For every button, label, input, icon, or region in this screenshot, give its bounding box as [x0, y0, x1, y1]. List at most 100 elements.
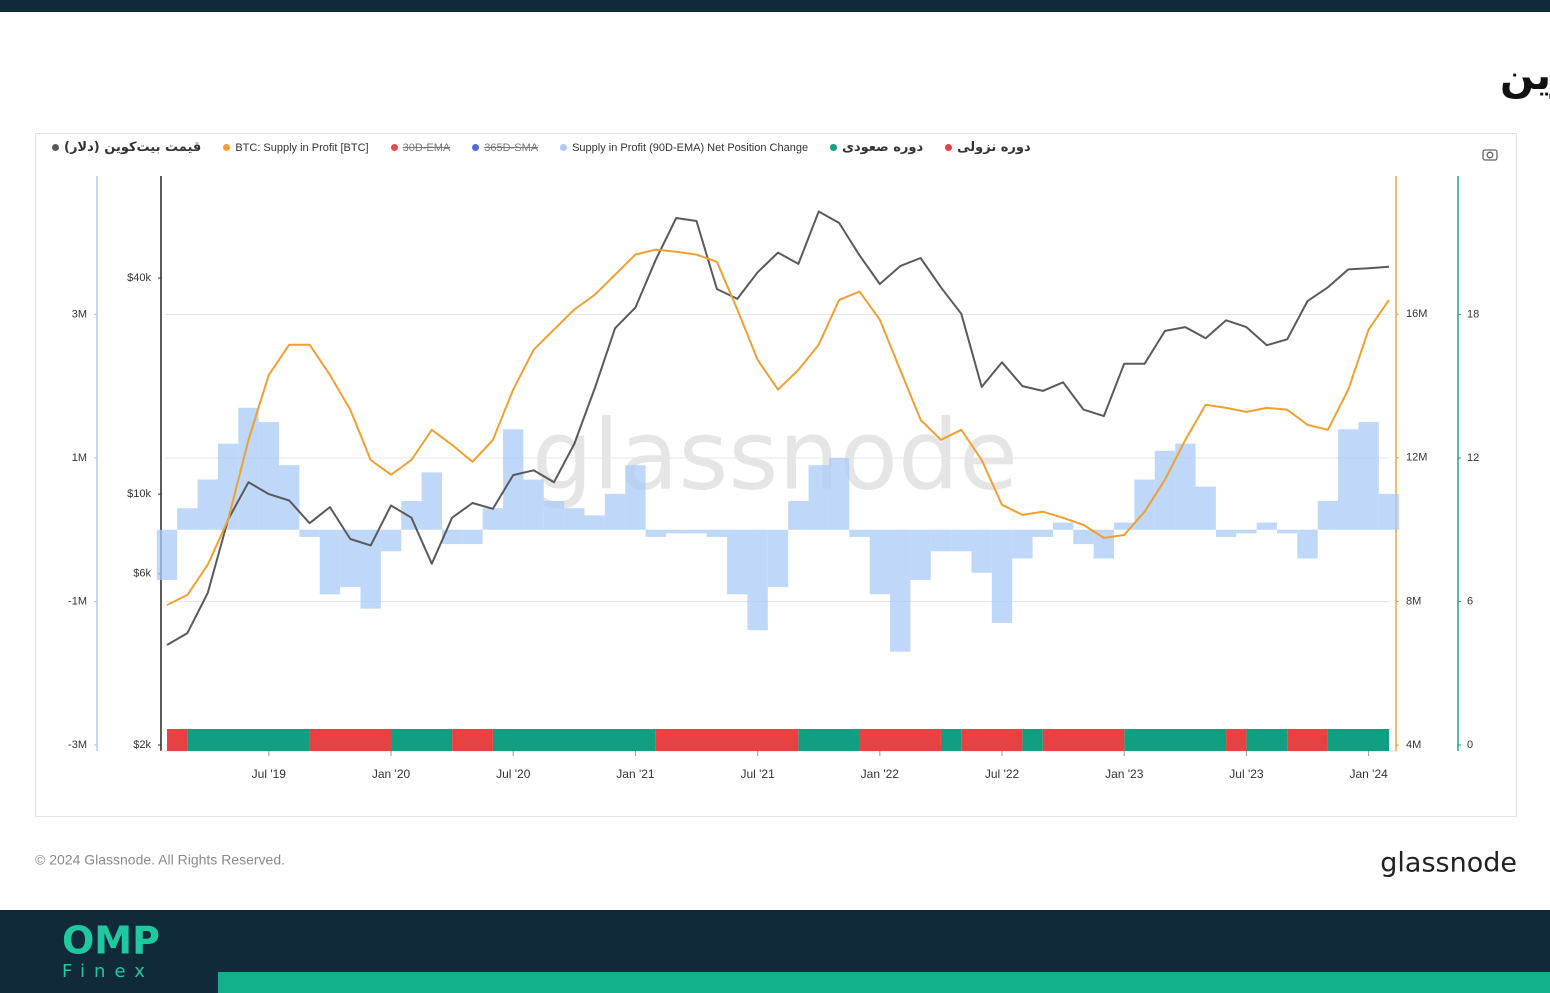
regime-segment [1042, 729, 1125, 751]
bar [686, 529, 707, 534]
x-tick-label: Jan '23 [1105, 767, 1144, 781]
y-tick-label: 12M [1406, 452, 1427, 464]
legend-marker [390, 144, 398, 151]
series-line [166, 248, 1390, 606]
bar [503, 429, 524, 530]
legend-label: Supply in Profit (90D-EMA) Net Position … [572, 141, 809, 154]
bar [1276, 529, 1298, 534]
x-tick-label: Jan '22 [861, 767, 900, 781]
bar [910, 529, 931, 580]
logo-name: OMP [62, 919, 160, 963]
regime-segment [1124, 729, 1227, 751]
regime-segment [1327, 729, 1389, 751]
series-line [166, 210, 1390, 646]
top-bar [0, 0, 1550, 12]
legend-item[interactable]: 30D-EMA [390, 141, 451, 154]
legend-item[interactable]: دوره صعودی [830, 140, 923, 155]
bar [564, 508, 585, 530]
regime-segment [961, 729, 1023, 751]
regime-segment [1287, 729, 1328, 751]
bar [1032, 529, 1053, 537]
camera-icon[interactable] [1482, 149, 1498, 161]
legend-item[interactable]: قیمت بیت‌کوین (دلار) [52, 140, 201, 155]
bar [299, 529, 320, 537]
bar [1317, 501, 1339, 530]
y-tick-label: 1M [72, 452, 87, 464]
bar [808, 465, 829, 530]
legend-label: 30D-EMA [402, 141, 451, 154]
y-tick-label: $6k [133, 568, 151, 580]
bar [1052, 522, 1074, 530]
legend-item[interactable]: Supply in Profit (90D-EMA) Net Position … [560, 142, 808, 154]
regime-segment [1226, 729, 1247, 751]
bar [747, 529, 768, 631]
bar [991, 529, 1013, 624]
legend-label: BTC: Supply in Profit [BTC] [235, 141, 369, 154]
bar [1358, 422, 1379, 530]
legend-label: 365D-SMA [484, 141, 539, 154]
bar [1236, 529, 1257, 534]
bar [1338, 429, 1359, 530]
bar [951, 529, 972, 552]
bar [1073, 529, 1094, 545]
y-tick-label: 3M [72, 308, 87, 320]
bar [177, 508, 198, 530]
bar [1134, 479, 1155, 530]
legend-marker [945, 144, 953, 151]
regime-segment [798, 729, 860, 751]
x-tick-label: Jan '20 [372, 767, 411, 781]
logo-sub: Finex [62, 961, 154, 982]
bar [197, 479, 218, 530]
bar [380, 529, 402, 552]
x-tick-label: Jul '19 [252, 767, 287, 781]
bar [971, 529, 992, 573]
bar [340, 529, 361, 588]
bar [645, 529, 666, 537]
legend-marker [52, 144, 59, 151]
y-tick-label: $2k [133, 739, 151, 751]
legend-item[interactable]: 365D-SMA [472, 142, 538, 154]
camera-body[interactable] [1482, 149, 1498, 161]
y-tick-label: 16M [1406, 308, 1427, 320]
y-tick-label: -1M [68, 595, 87, 607]
bar [788, 501, 809, 530]
regime-segment [452, 729, 493, 751]
bar [1175, 443, 1196, 530]
bar [360, 529, 381, 609]
bar [1012, 529, 1033, 559]
y-tick-label: $10k [127, 488, 151, 500]
bar [767, 529, 789, 588]
plot: -3M -1M 1M 3M $2k $6k $10k $40k 4M 8M 12M 16M 0 6 12 18… [68, 176, 1479, 781]
y-tick-label: $40k [127, 272, 151, 284]
legend-marker [560, 144, 568, 151]
legend-item[interactable]: دوره نزولی [945, 140, 1031, 155]
bar [930, 529, 952, 552]
legend: قیمت بیت‌کوین (دلار) BTC: Supply in Profi… [52, 140, 1031, 155]
bar [1378, 493, 1400, 530]
legend-label: دوره نزولی [957, 140, 1031, 155]
bar [828, 457, 850, 530]
y-tick-label: 4M [1406, 739, 1421, 751]
bar [238, 407, 259, 530]
bar [665, 529, 687, 534]
bar [441, 529, 463, 545]
y-tick-label: 12 [1467, 452, 1479, 464]
y-tick-label: 18 [1467, 309, 1479, 321]
bar [462, 529, 483, 545]
copyright: © 2024 Glassnode. All Rights Reserved. [35, 852, 285, 868]
bar [1114, 522, 1135, 530]
bar [156, 529, 178, 580]
x-tick-label: Jan '24 [1349, 767, 1388, 781]
bar [258, 422, 280, 530]
bar [523, 479, 544, 530]
bar [584, 515, 605, 530]
page-title: روند عرضه در سود بیت‌کوین [1500, 53, 1550, 99]
regime-segment [940, 729, 962, 751]
regime-segment [309, 729, 392, 751]
regime-segment [391, 729, 453, 751]
y-tick-label: 6 [1467, 595, 1473, 607]
legend-item[interactable]: BTC: Supply in Profit [BTC] [223, 141, 369, 154]
bar [1256, 522, 1277, 530]
camera-lens[interactable] [1486, 151, 1494, 159]
